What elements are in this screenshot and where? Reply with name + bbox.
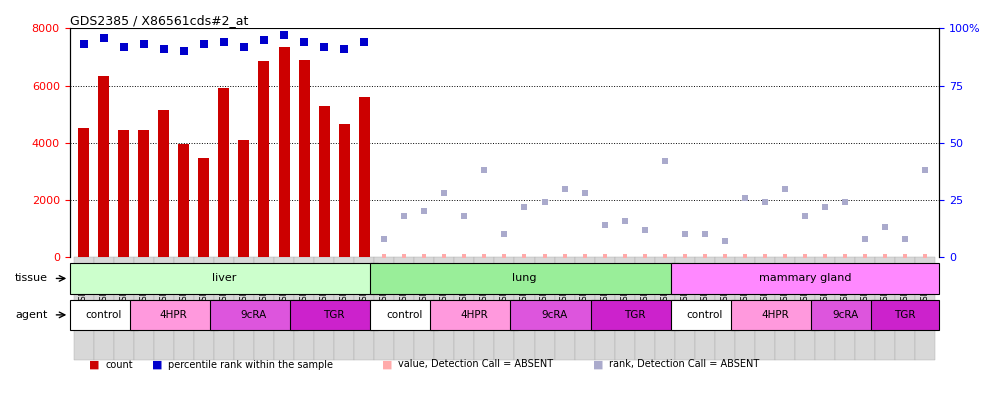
Bar — [158, 110, 169, 257]
Bar — [93, 257, 113, 360]
Bar — [915, 257, 935, 360]
Bar — [494, 257, 515, 360]
Bar — [675, 257, 695, 360]
Bar — [434, 257, 454, 360]
Bar — [555, 257, 575, 360]
Bar — [210, 300, 298, 330]
Text: rank, Detection Call = ABSENT: rank, Detection Call = ABSENT — [609, 360, 759, 369]
Bar — [671, 263, 939, 294]
Text: control: control — [85, 310, 122, 320]
Bar — [875, 257, 896, 360]
Bar — [535, 257, 555, 360]
Bar — [815, 257, 835, 360]
Bar — [515, 257, 535, 360]
Text: control: control — [687, 310, 723, 320]
Bar — [775, 257, 795, 360]
Bar — [113, 257, 134, 360]
Bar — [70, 300, 138, 330]
Text: tissue: tissue — [15, 273, 48, 283]
Text: 9cRA: 9cRA — [241, 310, 267, 320]
Text: ■: ■ — [89, 360, 100, 369]
Bar — [74, 257, 93, 360]
Bar — [290, 300, 378, 330]
Bar — [395, 257, 414, 360]
Bar — [855, 257, 875, 360]
Text: ■: ■ — [152, 360, 163, 369]
Bar — [258, 61, 269, 257]
Bar — [896, 257, 915, 360]
Bar — [370, 263, 679, 294]
Bar — [98, 76, 109, 257]
Bar — [138, 130, 149, 257]
Bar — [314, 257, 334, 360]
Bar — [671, 300, 739, 330]
Bar — [274, 257, 294, 360]
Bar — [871, 300, 939, 330]
Text: 9cRA: 9cRA — [832, 310, 858, 320]
Bar — [239, 140, 249, 257]
Bar — [199, 158, 210, 257]
Bar — [454, 257, 474, 360]
Text: control: control — [386, 310, 422, 320]
Bar — [735, 257, 755, 360]
Bar — [298, 60, 309, 257]
Text: count: count — [105, 360, 133, 369]
Bar — [118, 130, 129, 257]
Bar — [354, 257, 374, 360]
Bar — [655, 257, 675, 360]
Bar — [594, 257, 614, 360]
Text: ■: ■ — [382, 360, 393, 369]
Bar — [278, 47, 289, 257]
Bar — [511, 300, 598, 330]
Text: agent: agent — [15, 310, 48, 320]
Text: 4HPR: 4HPR — [160, 310, 188, 320]
Text: ■: ■ — [593, 360, 604, 369]
Text: TGR: TGR — [323, 310, 345, 320]
Bar — [374, 257, 395, 360]
Bar — [614, 257, 635, 360]
Bar — [695, 257, 715, 360]
Text: lung: lung — [512, 273, 537, 283]
Bar — [219, 88, 230, 257]
Bar — [339, 124, 350, 257]
Bar — [635, 257, 655, 360]
Text: 4HPR: 4HPR — [761, 310, 789, 320]
Bar — [70, 263, 378, 294]
Bar — [474, 257, 494, 360]
Bar — [755, 257, 775, 360]
Text: percentile rank within the sample: percentile rank within the sample — [168, 360, 333, 369]
Text: TGR: TGR — [895, 310, 916, 320]
Bar — [174, 257, 194, 360]
Bar — [414, 257, 434, 360]
Bar — [294, 257, 314, 360]
Bar — [214, 257, 234, 360]
Bar — [319, 106, 330, 257]
Bar — [590, 300, 679, 330]
Bar — [154, 257, 174, 360]
Bar — [370, 300, 438, 330]
Bar — [178, 144, 189, 257]
Text: TGR: TGR — [624, 310, 645, 320]
Text: liver: liver — [212, 273, 237, 283]
Text: mammary gland: mammary gland — [758, 273, 851, 283]
Bar — [715, 257, 735, 360]
Bar — [575, 257, 594, 360]
Bar — [835, 257, 855, 360]
Bar — [359, 97, 370, 257]
Text: value, Detection Call = ABSENT: value, Detection Call = ABSENT — [398, 360, 553, 369]
Text: 9cRA: 9cRA — [542, 310, 568, 320]
Bar — [334, 257, 354, 360]
Bar — [731, 300, 819, 330]
Bar — [430, 300, 519, 330]
Bar — [795, 257, 815, 360]
Text: 4HPR: 4HPR — [460, 310, 488, 320]
Bar — [234, 257, 253, 360]
Bar — [253, 257, 274, 360]
Bar — [79, 128, 89, 257]
Text: GDS2385 / X86561cds#2_at: GDS2385 / X86561cds#2_at — [70, 14, 248, 27]
Bar — [811, 300, 880, 330]
Bar — [134, 257, 154, 360]
Bar — [194, 257, 214, 360]
Bar — [129, 300, 218, 330]
